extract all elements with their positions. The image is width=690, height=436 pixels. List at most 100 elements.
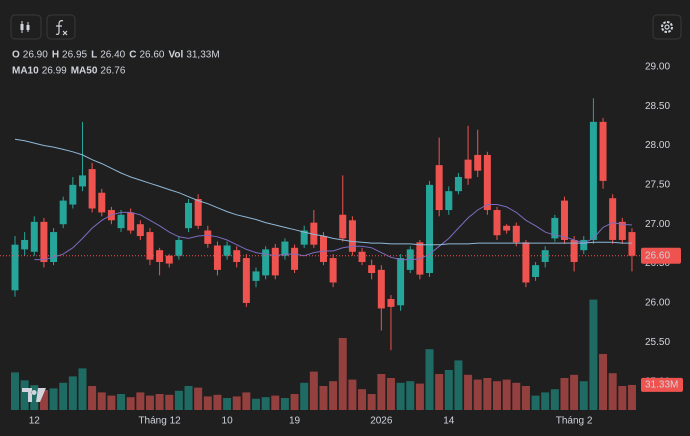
candle-body	[213, 245, 221, 270]
volume-bar	[627, 384, 636, 410]
volume-bar	[531, 395, 540, 410]
x-tick-label: 2026	[370, 416, 393, 427]
candle-body	[493, 210, 501, 236]
volume-bar	[550, 389, 559, 410]
candle-type-button[interactable]	[10, 14, 42, 40]
candle-body	[560, 200, 568, 240]
volume-bar	[444, 370, 453, 410]
legend-label: C	[129, 50, 136, 61]
volume-bar	[377, 374, 386, 410]
candle-body	[435, 165, 443, 211]
legend-value: 26.90	[23, 50, 48, 61]
candle-body	[329, 258, 337, 283]
volume-bar	[88, 386, 97, 410]
indicators-button[interactable]	[46, 14, 76, 40]
volume-bar	[319, 386, 328, 410]
y-tick-label: 27.50	[645, 179, 670, 190]
legend-value: 26.40	[100, 50, 125, 61]
volume-bar	[252, 398, 260, 410]
candle-body	[377, 269, 385, 309]
candle-body	[40, 221, 48, 262]
volume-bar	[68, 376, 77, 410]
candle-body	[512, 225, 520, 243]
candle-body	[300, 230, 308, 245]
candle-body	[204, 230, 212, 244]
volume-bar	[589, 299, 598, 410]
x-tick-label: 14	[443, 416, 455, 427]
plot-area: 25.0025.5026.0026.5027.0027.5028.0028.50…	[0, 61, 683, 427]
volume-bar	[203, 396, 212, 410]
candle-body	[319, 236, 327, 262]
legend-label: O	[12, 50, 20, 61]
candle-body	[532, 265, 540, 277]
volume-bar	[406, 381, 415, 410]
candle-body	[580, 239, 588, 251]
volume-bar	[358, 389, 367, 410]
candle-body	[541, 250, 549, 262]
volume-bar	[599, 354, 608, 410]
volume-bar	[570, 374, 579, 410]
candle-body	[291, 247, 299, 270]
candle-body	[445, 191, 453, 211]
candle-body	[348, 220, 356, 252]
candle-body	[175, 239, 183, 256]
y-tick-label: 28.50	[645, 101, 670, 112]
x-tick-label: Tháng 2	[556, 416, 593, 427]
candle-body	[464, 159, 472, 179]
candle-body	[136, 224, 144, 237]
gear-icon	[661, 21, 673, 33]
volume-bar	[232, 396, 241, 410]
candle-body	[628, 232, 636, 256]
logo-mark	[22, 388, 46, 402]
volume-bar	[136, 392, 145, 410]
candle-body	[59, 200, 67, 225]
volume-bar	[20, 380, 29, 410]
last-price-tag	[641, 247, 681, 264]
volume-bar	[338, 338, 347, 410]
candle-body	[483, 154, 491, 211]
volume-bar	[117, 394, 126, 410]
candle-body	[281, 241, 289, 256]
logo	[22, 388, 46, 402]
candle-body	[233, 250, 241, 262]
volume-bar	[541, 392, 550, 410]
candle-body	[551, 217, 559, 239]
volume-bar	[39, 390, 48, 410]
volume-bar	[309, 371, 318, 410]
volume-bar	[300, 382, 309, 410]
volume-bar	[415, 383, 424, 410]
legend-label: L	[91, 50, 97, 61]
volume-bar	[512, 382, 521, 410]
volume-bar	[165, 394, 174, 410]
candle-body	[165, 255, 173, 264]
volume-bar	[464, 374, 473, 410]
toolbar	[10, 14, 682, 40]
candle-body	[454, 176, 462, 192]
candle-body	[146, 232, 154, 260]
candle-body	[271, 247, 279, 276]
volume-bar	[473, 379, 482, 410]
candle-body	[88, 169, 96, 209]
volume-bar	[435, 374, 444, 410]
candle-body	[185, 202, 193, 229]
settings-button[interactable]	[652, 14, 682, 40]
candle-body	[262, 249, 270, 276]
candle-body	[474, 154, 482, 171]
y-tick-label: 29.00	[645, 61, 670, 72]
ma-line	[34, 204, 633, 261]
x-tick-label: Tháng 12	[138, 416, 181, 427]
y-tick-label: 25.50	[645, 337, 670, 348]
x-tick-label: 19	[289, 416, 301, 427]
last-volume-label: 31.33M	[645, 380, 678, 391]
volume-bar	[213, 394, 222, 410]
y-tick-label: 26.00	[645, 298, 670, 309]
candle-body	[522, 242, 530, 283]
volume-bar	[425, 349, 434, 410]
volume-bar	[560, 378, 569, 410]
volume-bar	[59, 382, 68, 410]
candle-body	[397, 258, 405, 306]
volume-bar	[386, 378, 395, 410]
volume-bar	[155, 394, 164, 410]
volume-bar	[261, 397, 270, 410]
